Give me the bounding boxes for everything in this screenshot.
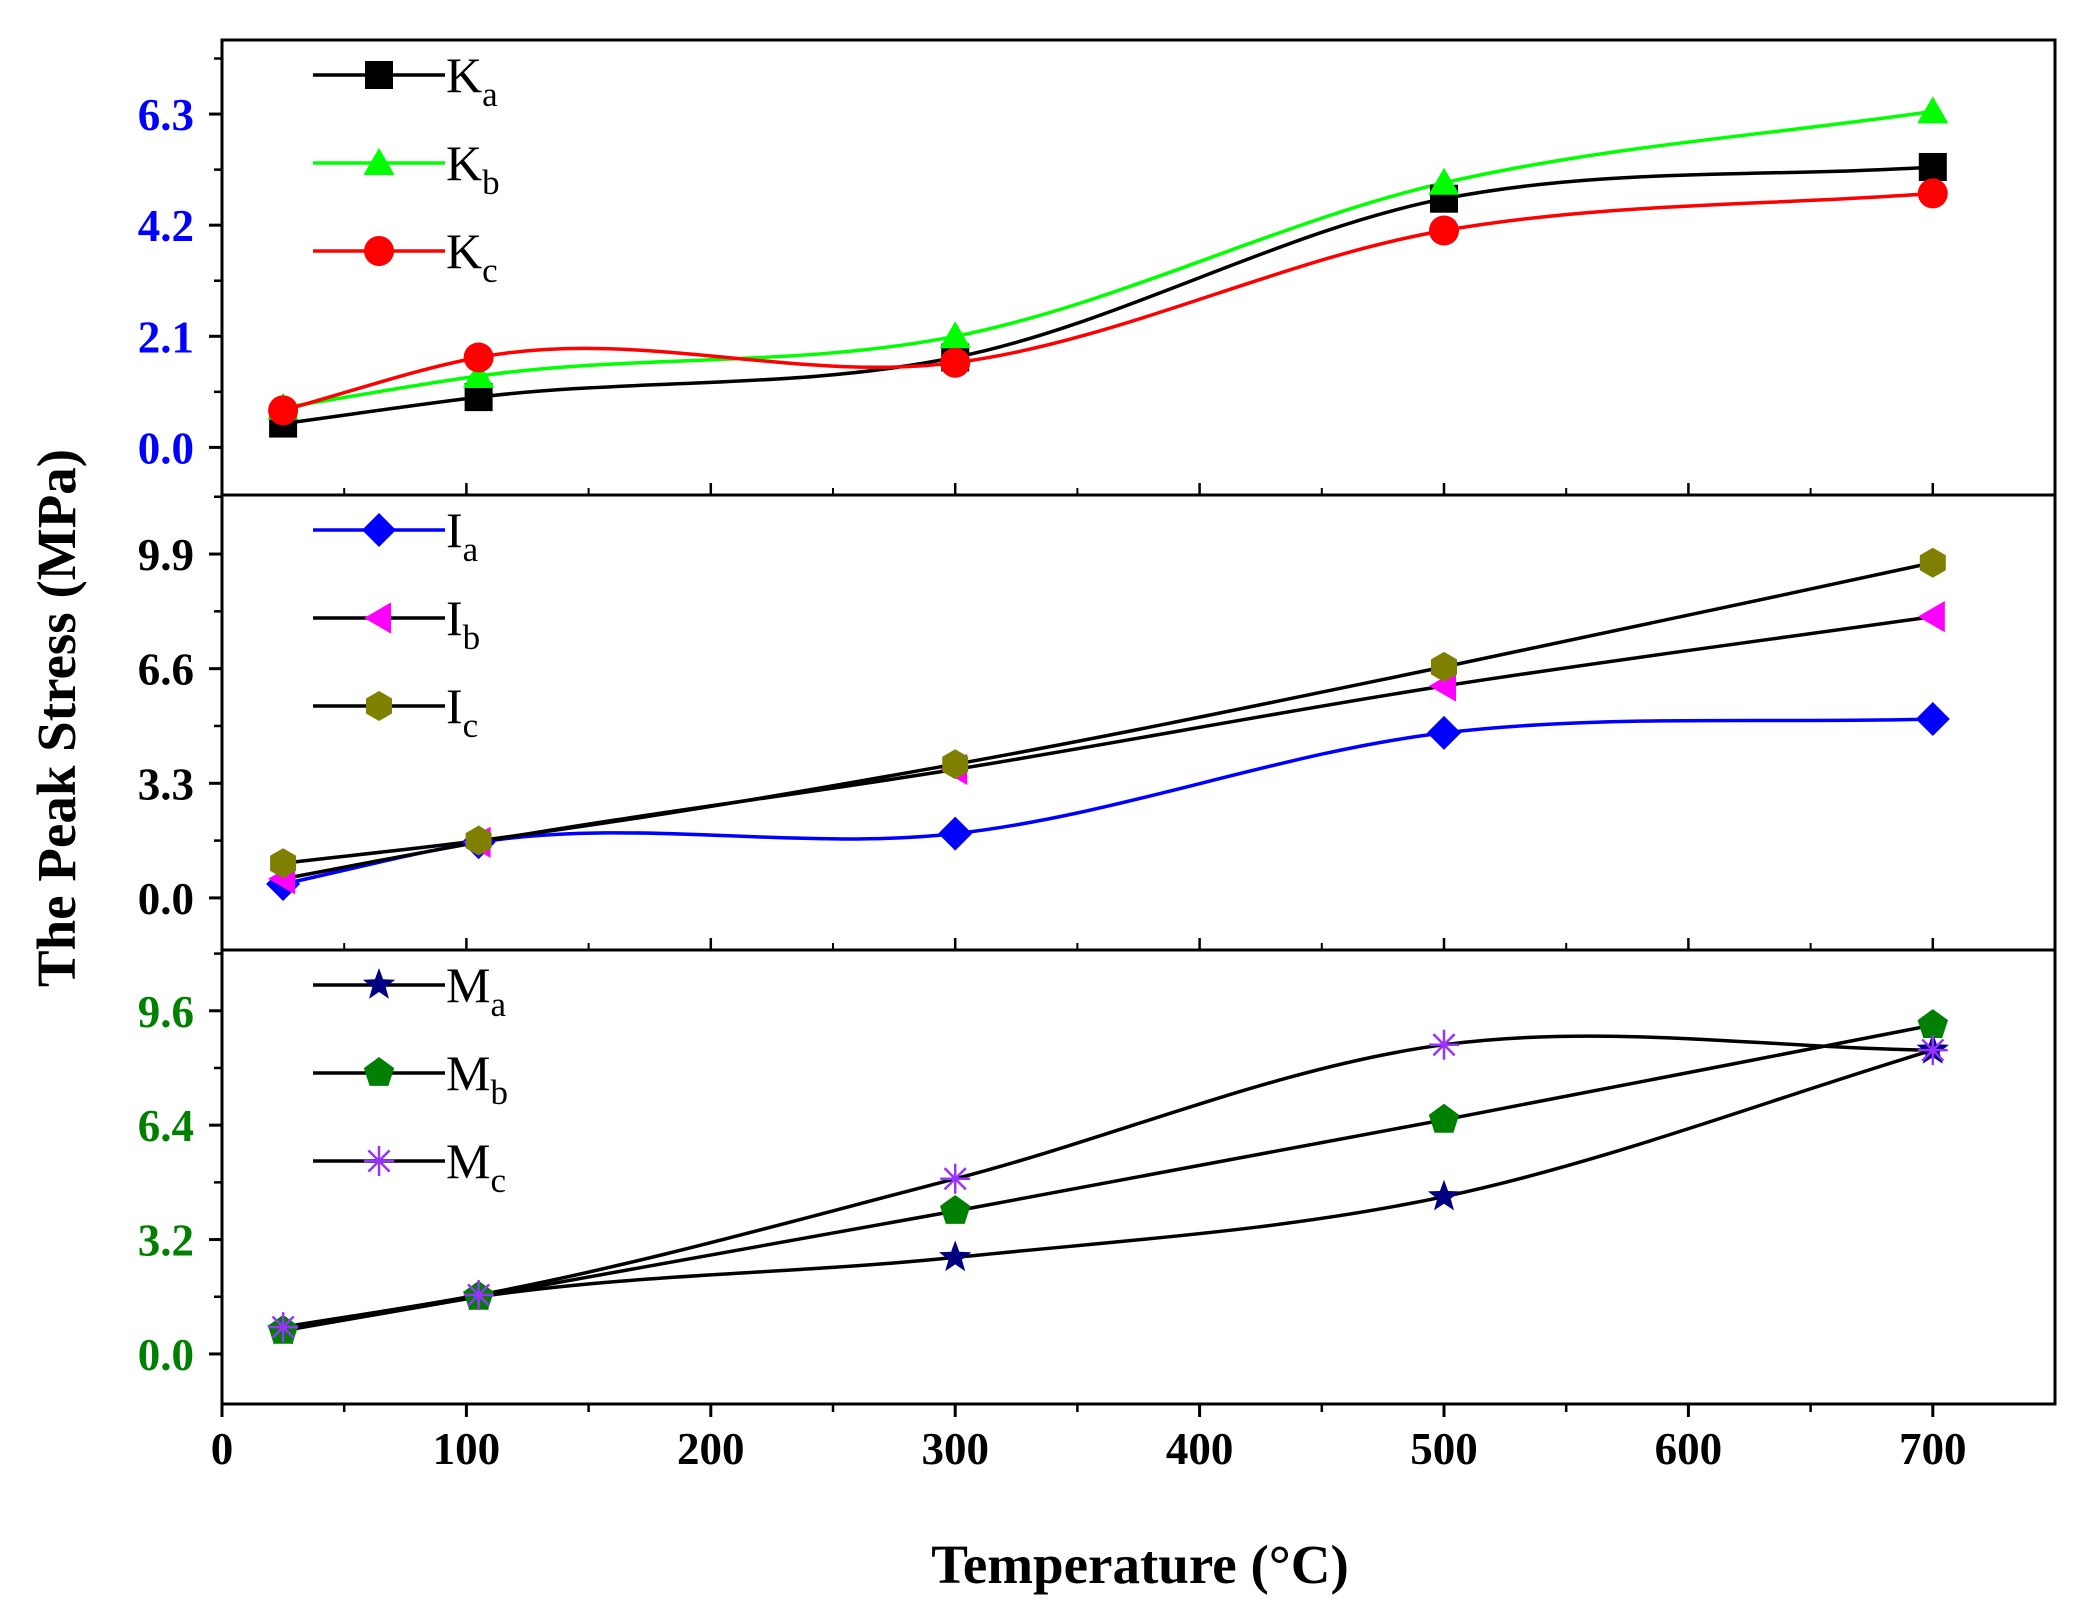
legend-marker-ia: [362, 513, 396, 547]
data-point-mb: [1917, 1009, 1948, 1038]
legend-label-ka: Ka: [446, 47, 498, 114]
x-axis-title: Temperature (°C): [931, 1534, 1349, 1595]
y-tick-label: 0.0: [138, 874, 194, 924]
data-point-mc: [268, 1312, 299, 1343]
data-point-mc: [463, 1279, 494, 1310]
data-point-ic: [270, 848, 297, 879]
y-axis-title: The Peak Stress (MPa): [26, 449, 87, 987]
y-tick-label: 0.0: [138, 423, 194, 473]
data-point-ic: [1431, 651, 1457, 682]
data-point-ic: [942, 749, 969, 780]
panel-3-frame: [220, 948, 2057, 1406]
data-point-mb: [940, 1195, 971, 1224]
legend-marker-mb: [363, 1057, 395, 1086]
data-point-kc: [463, 342, 494, 373]
legend-marker-ka: [365, 61, 393, 89]
legend-marker-ic: [366, 691, 392, 721]
y-tick-label: 2.1: [138, 312, 194, 362]
data-point-kb: [1917, 96, 1949, 124]
data-point-ka: [1918, 152, 1947, 181]
legend-label-ma: Ma: [446, 957, 506, 1024]
legend-marker-ib: [364, 602, 391, 634]
legend-label-ic: Ic: [446, 678, 478, 745]
legend-marker-mc: [364, 1146, 394, 1176]
x-tick-label: 400: [1166, 1424, 1234, 1474]
data-point-kc: [1917, 178, 1948, 209]
data-point-ic: [465, 825, 492, 856]
data-point-ia: [938, 816, 973, 851]
legend-label-kb: Kb: [446, 135, 500, 202]
data-point-kb: [1428, 167, 1460, 195]
data-point-mc: [940, 1163, 971, 1194]
data-point-mb: [1428, 1103, 1460, 1133]
data-point-kb: [463, 361, 495, 388]
x-tick-label: 0: [211, 1424, 234, 1474]
x-tick-label: 300: [921, 1424, 989, 1474]
data-point-mc: [1429, 1029, 1459, 1060]
series-line-kb: [282, 109, 1934, 410]
x-tick-label: 700: [1899, 1424, 1967, 1474]
y-tick-label: 6.4: [138, 1101, 194, 1151]
data-point-ma: [939, 1240, 972, 1272]
legend-marker-kc: [364, 236, 394, 266]
legend-label-ib: Ib: [446, 590, 480, 657]
y-tick-label: 9.9: [138, 530, 194, 580]
x-tick-label: 500: [1410, 1424, 1478, 1474]
data-point-ib: [1917, 601, 1945, 633]
data-point-ic: [1919, 547, 1946, 578]
y-tick-label: 3.3: [138, 759, 194, 809]
data-point-kc: [268, 395, 299, 426]
data-point-kc: [940, 347, 971, 378]
data-point-kb: [939, 321, 971, 349]
legend-label-ia: Ia: [446, 502, 479, 569]
data-point-ia: [1915, 702, 1950, 736]
legend-marker-kb: [363, 148, 395, 175]
x-tick-label: 600: [1655, 1424, 1723, 1474]
y-tick-label: 0.0: [138, 1330, 194, 1380]
data-point-ma: [1427, 1179, 1461, 1211]
legend-marker-ma: [362, 968, 396, 999]
data-point-kc: [1429, 215, 1459, 246]
legend-label-kc: Kc: [446, 223, 498, 290]
y-tick-label: 6.6: [138, 645, 194, 695]
x-tick-label: 100: [433, 1424, 501, 1474]
y-tick-label: 3.2: [138, 1216, 194, 1266]
x-tick-label: 200: [677, 1424, 745, 1474]
data-point-mc: [1917, 1035, 1948, 1066]
data-point-ia: [1427, 715, 1461, 750]
y-tick-label: 4.2: [138, 201, 194, 251]
legend-label-mb: Mb: [446, 1045, 508, 1112]
y-tick-label: 6.3: [138, 90, 194, 140]
y-tick-label: 9.6: [138, 987, 194, 1037]
legend-label-mc: Mc: [446, 1133, 506, 1200]
